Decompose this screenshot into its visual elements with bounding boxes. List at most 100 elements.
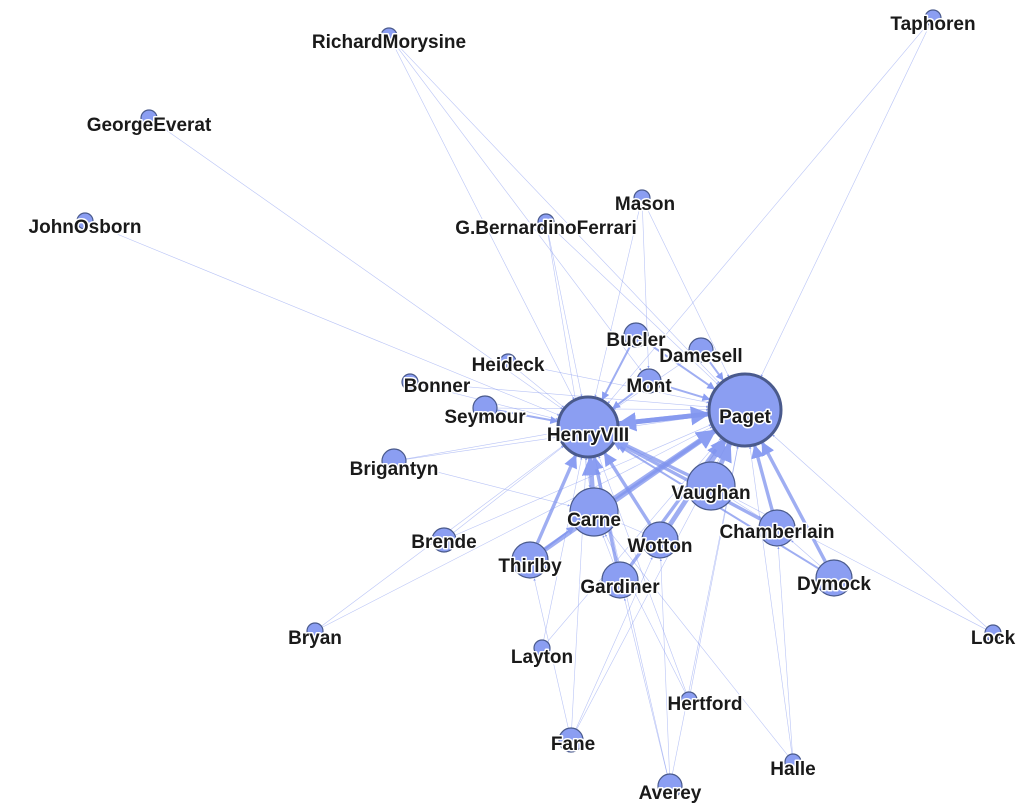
node-label-GeorgeEverat: GeorgeEverat bbox=[87, 115, 212, 136]
node-Thirlby[interactable] bbox=[511, 541, 549, 579]
edge-Brigantyn-HenryVIII bbox=[405, 431, 558, 460]
edge-Brigantyn-Carne bbox=[405, 463, 571, 507]
edge-Taphoren-Paget bbox=[760, 25, 930, 377]
edge-Wotton-Carne bbox=[616, 521, 644, 534]
node-label-Wotton: Wotton bbox=[627, 536, 692, 557]
node-RichardMorysine[interactable] bbox=[380, 27, 398, 45]
node-label-Vaughan: Vaughan bbox=[671, 483, 750, 504]
node-label-Gardiner: Gardiner bbox=[580, 577, 660, 598]
node-Hertford[interactable] bbox=[680, 691, 698, 709]
node-Fane[interactable] bbox=[558, 727, 584, 753]
node-label-Thirlby: Thirlby bbox=[498, 556, 562, 577]
node-Gardiner[interactable] bbox=[601, 561, 639, 599]
edge-Taphoren-HenryVIII bbox=[607, 23, 929, 404]
edge-GeorgeEverat-HenryVIII bbox=[155, 122, 563, 410]
edge-Thirlby-Carne bbox=[543, 526, 575, 551]
node-Bryan[interactable] bbox=[306, 622, 324, 640]
node-label-RichardMorysine: RichardMorysine bbox=[312, 32, 466, 53]
node-label-Mont: Mont bbox=[626, 376, 672, 397]
node-Heideck[interactable] bbox=[499, 353, 517, 371]
edge-Bryan-Paget bbox=[321, 426, 713, 628]
edge-Bonner-Paget bbox=[417, 382, 709, 408]
node-GBernardinoFerrari[interactable] bbox=[537, 213, 555, 231]
edge-Bucler-HenryVIII bbox=[601, 345, 632, 401]
edge-Bucler-Paget bbox=[645, 340, 716, 390]
node-label-Brende: Brende bbox=[411, 532, 476, 553]
edge-Averey-Gardiner bbox=[623, 598, 668, 775]
node-Dymock[interactable] bbox=[815, 559, 853, 597]
edge-Fane-Wotton bbox=[575, 557, 653, 730]
node-Taphoren[interactable] bbox=[924, 9, 942, 27]
node-Seymour[interactable] bbox=[472, 395, 498, 421]
node-label-Fane: Fane bbox=[551, 734, 595, 755]
edge-Mason-Mont bbox=[642, 205, 650, 369]
node-Damesell[interactable] bbox=[688, 337, 714, 363]
edge-RichardMorysine-Mont bbox=[393, 42, 642, 371]
edge-Halle-Chamberlain bbox=[777, 546, 793, 755]
edge-Wotton-HenryVIII bbox=[603, 451, 652, 526]
edge-Hertford-Carne bbox=[605, 534, 686, 693]
node-label-Mason: Mason bbox=[615, 194, 675, 215]
node-Lock[interactable] bbox=[984, 624, 1002, 642]
node-Averey[interactable] bbox=[657, 773, 683, 799]
edge-Brende-Paget bbox=[454, 424, 712, 536]
edge-Paget-HenryVIII bbox=[616, 411, 710, 432]
edge-RichardMorysine-HenryVIII bbox=[392, 42, 575, 400]
node-label-Bryan: Bryan bbox=[288, 628, 342, 649]
edge-Mason-HenryVIII bbox=[594, 205, 641, 398]
edge-Vaughan-Chamberlain bbox=[731, 498, 762, 519]
node-HenryVIII[interactable] bbox=[556, 395, 620, 459]
edge-Hertford-HenryVIII bbox=[598, 455, 687, 693]
edge-Thirlby-HenryVIII bbox=[535, 454, 578, 545]
node-label-Damesell: Damesell bbox=[659, 346, 742, 367]
node-label-JohnOsborn: JohnOsborn bbox=[29, 217, 142, 238]
node-Chamberlain[interactable] bbox=[758, 509, 796, 547]
node-label-Carne: Carne bbox=[567, 510, 621, 531]
node-Carne[interactable] bbox=[569, 487, 619, 537]
node-label-Bucler: Bucler bbox=[606, 330, 666, 351]
edge-Mont-HenryVIII bbox=[612, 387, 641, 410]
node-Vaughan[interactable] bbox=[686, 461, 736, 511]
edge-Brigantyn-Paget bbox=[405, 414, 709, 460]
node-label-Paget: Paget bbox=[719, 407, 771, 428]
edge-Halle-Paget bbox=[749, 446, 793, 755]
node-label-Averey: Averey bbox=[639, 783, 702, 804]
node-Mason[interactable] bbox=[633, 189, 651, 207]
edge-Gardiner-Carne bbox=[602, 535, 614, 564]
edge-Chamberlain-Paget bbox=[751, 444, 774, 512]
node-label-Heideck: Heideck bbox=[472, 355, 545, 376]
node-label-Seymour: Seymour bbox=[444, 407, 526, 428]
node-label-Chamberlain: Chamberlain bbox=[719, 522, 834, 543]
edge-Lock-Paget bbox=[772, 434, 988, 628]
edge-GBernardinoFerrari-Paget bbox=[551, 227, 719, 385]
edge-Brende-HenryVIII bbox=[453, 445, 564, 533]
nodes-layer bbox=[76, 9, 1002, 799]
edge-Mason-Paget bbox=[645, 205, 730, 377]
node-Halle[interactable] bbox=[784, 753, 802, 771]
node-Brende[interactable] bbox=[431, 527, 457, 553]
labels-layer: Taphoren RichardMorysine GeorgeEverat JohnO… bbox=[27, 13, 1017, 806]
edge-Halle-Carne bbox=[609, 531, 789, 756]
node-JohnOsborn[interactable] bbox=[76, 212, 94, 230]
node-label-GBernardinoFerrari: G.BernardinoFerrari bbox=[455, 218, 637, 239]
node-Mont[interactable] bbox=[636, 368, 662, 394]
node-label-Layton: Layton bbox=[511, 647, 573, 668]
node-GeorgeEverat[interactable] bbox=[140, 109, 158, 127]
edge-Layton-HenryVIII bbox=[543, 457, 583, 641]
node-label-Taphoren: Taphoren bbox=[890, 14, 975, 35]
node-Layton[interactable] bbox=[533, 639, 551, 657]
node-label-Bonner: Bonner bbox=[404, 376, 471, 397]
node-label-Brigantyn: Brigantyn bbox=[350, 459, 439, 480]
edge-Dymock-Paget bbox=[760, 441, 828, 563]
edge-Carne-HenryVIII bbox=[581, 456, 601, 489]
node-label-Hertford: Hertford bbox=[668, 694, 743, 715]
edge-Fane-Thirlby bbox=[533, 578, 569, 729]
node-Bucler[interactable] bbox=[623, 322, 649, 348]
node-Brigantyn[interactable] bbox=[381, 448, 407, 474]
edge-Dymock-Chamberlain bbox=[791, 540, 821, 567]
node-Wotton[interactable] bbox=[641, 521, 679, 559]
node-Bonner[interactable] bbox=[401, 373, 419, 391]
edge-JohnOsborn-HenryVIII bbox=[92, 223, 560, 416]
node-Paget[interactable] bbox=[707, 372, 783, 448]
